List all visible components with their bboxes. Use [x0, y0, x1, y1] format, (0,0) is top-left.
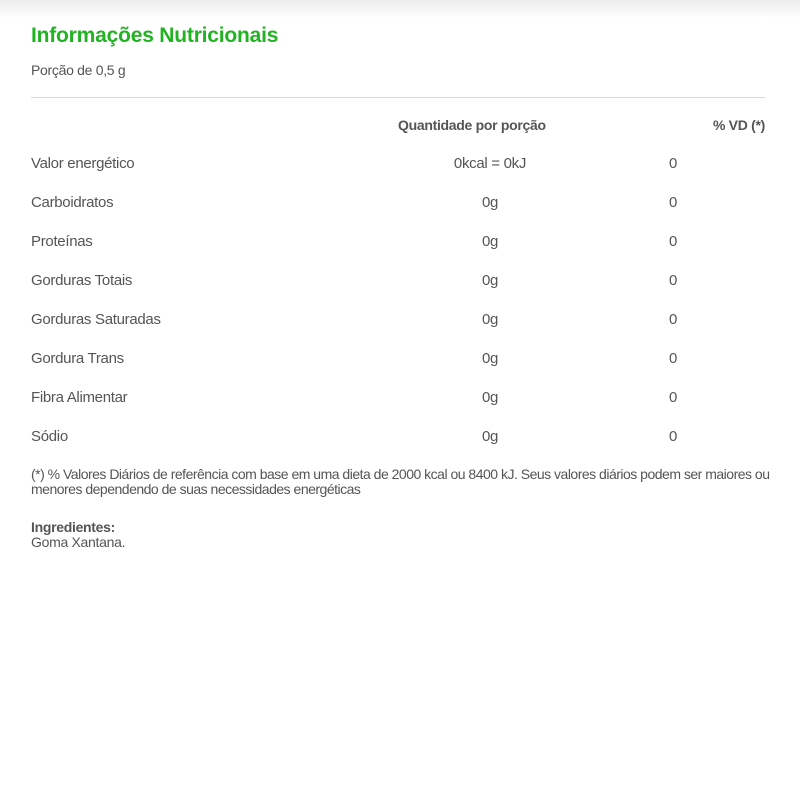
nutrient-dv: 0 — [668, 428, 678, 445]
nutrient-amount: 0g — [481, 272, 499, 289]
page-title: Informações Nutricionais — [31, 24, 279, 47]
nutrient-name: Gorduras Totais — [31, 272, 133, 289]
nutrient-amount: 0g — [481, 233, 499, 250]
header-amount: Quantidade por porção — [398, 117, 546, 133]
table-row: Sódio 0g 0 — [0, 428, 800, 448]
nutrient-dv: 0 — [668, 194, 678, 211]
header-dv: % VD (*) — [712, 117, 765, 133]
table-row: Fibra Alimentar 0g 0 — [0, 389, 800, 409]
nutrient-amount: 0g — [481, 350, 499, 367]
nutrient-name: Carboidratos — [31, 194, 114, 211]
nutrient-dv: 0 — [668, 311, 678, 328]
nutrient-dv: 0 — [668, 233, 678, 250]
ingredients-value: Goma Xantana. — [31, 534, 126, 550]
ingredients-label: Ingredientes: — [31, 519, 116, 535]
nutrient-amount: 0g — [481, 389, 499, 406]
nutrient-dv: 0 — [668, 389, 678, 406]
nutrient-dv: 0 — [668, 272, 678, 289]
footnote: (*) % Valores Diários de referência com … — [31, 466, 770, 497]
table-row: Valor energético 0kcal = 0kJ 0 — [0, 155, 800, 175]
nutrient-name: Gorduras Saturadas — [31, 311, 161, 328]
divider — [31, 97, 765, 98]
serving-size: Porção de 0,5 g — [31, 62, 126, 78]
nutrient-dv: 0 — [668, 155, 678, 172]
table-row: Gordura Trans 0g 0 — [0, 350, 800, 370]
nutrient-name: Valor energético — [31, 155, 135, 172]
nutrient-name: Fibra Alimentar — [31, 389, 128, 406]
table-row: Gorduras Saturadas 0g 0 — [0, 311, 800, 331]
table-row: Proteínas 0g 0 — [0, 233, 800, 253]
nutrient-amount: 0g — [481, 428, 499, 445]
nutrient-dv: 0 — [668, 350, 678, 367]
nutrient-amount: 0kcal = 0kJ — [453, 155, 527, 172]
nutrient-name: Gordura Trans — [31, 350, 124, 367]
nutrient-name: Proteínas — [31, 233, 93, 250]
table-row: Carboidratos 0g 0 — [0, 194, 800, 214]
table-row: Gorduras Totais 0g 0 — [0, 272, 800, 292]
nutrient-amount: 0g — [481, 311, 499, 328]
nutrient-amount: 0g — [481, 194, 499, 211]
top-shadow — [0, 0, 800, 18]
nutrient-name: Sódio — [31, 428, 68, 445]
